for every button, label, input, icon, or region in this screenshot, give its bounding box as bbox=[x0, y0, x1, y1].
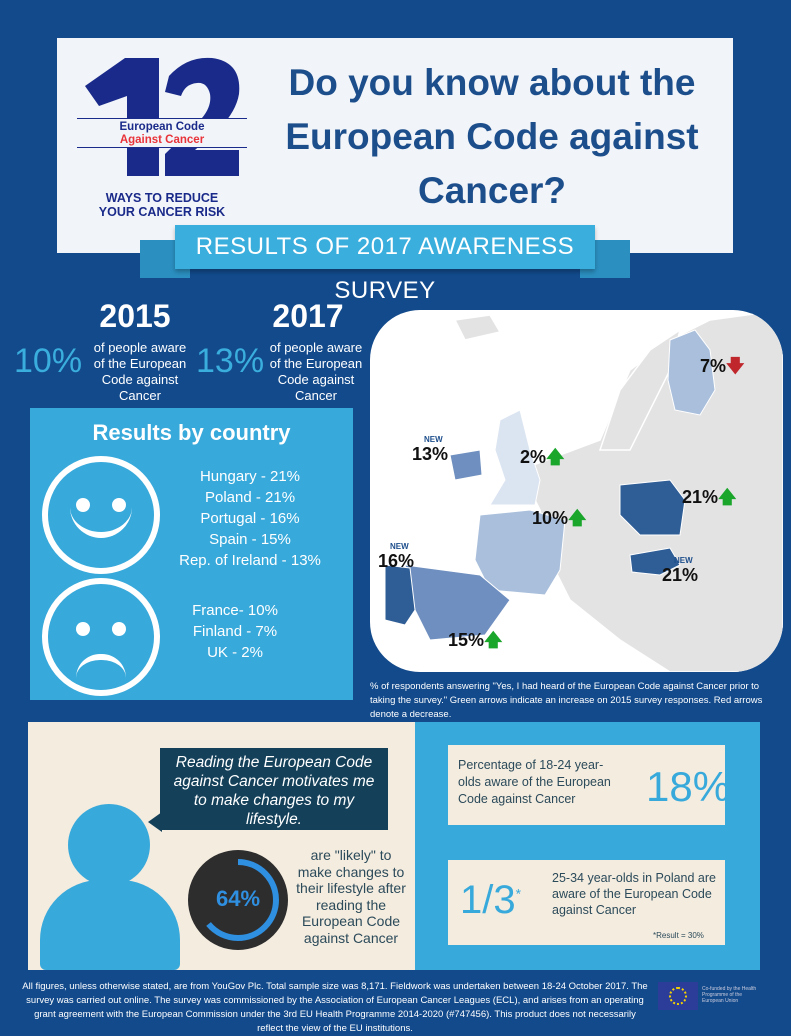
age-stats-panel: Percentage of 18-24 year-olds aware of t… bbox=[415, 722, 760, 970]
map-label-uk: 2%🡅 bbox=[520, 447, 565, 467]
bubble-tail bbox=[148, 812, 162, 832]
arrow-up-icon: 🡅 bbox=[718, 487, 737, 507]
europe-map: 7%🡇 2%🡅 NEW 13% 10%🡅 21%🡅 NEW 21% NEW 16% 1… bbox=[370, 310, 783, 672]
youth-card: Percentage of 18-24 year-olds aware of t… bbox=[448, 745, 730, 825]
country-result: Finland - 7% bbox=[192, 623, 278, 640]
negative-country-list: France- 10% Finland - 7% UK - 2% bbox=[140, 600, 330, 663]
country-result: Portugal - 16% bbox=[200, 510, 300, 527]
awareness-2015-text: of people aware of the European Code aga… bbox=[93, 340, 187, 403]
logo-tagline-2: YOUR CANCER RISK bbox=[98, 205, 226, 219]
results-title: Results by country bbox=[92, 420, 291, 445]
arrow-up-icon: 🡅 bbox=[484, 630, 503, 650]
arrow-down-icon: 🡇 bbox=[726, 356, 745, 376]
country-result: France- 10% bbox=[192, 602, 278, 619]
positive-country-list: Hungary - 21% Poland - 21% Portugal - 16… bbox=[155, 466, 345, 571]
map-note: % of respondents answering "Yes, I had h… bbox=[370, 681, 763, 720]
eu-cofunded-label: Co-funded by the Health Programme of the… bbox=[702, 986, 757, 1004]
poland-shape bbox=[619, 479, 686, 536]
page-title: Do you know about the European Code agai… bbox=[285, 62, 699, 211]
happy-face-icon bbox=[42, 456, 160, 574]
logo-tagline-1: WAYS TO REDUCE bbox=[105, 191, 219, 205]
person-head-icon bbox=[68, 804, 150, 886]
finland-shape bbox=[667, 329, 716, 416]
uk-shape bbox=[489, 409, 541, 506]
map-shapes bbox=[384, 310, 783, 672]
logo-digit-two bbox=[165, 57, 240, 176]
map-label-ireland: NEW 13% bbox=[412, 435, 449, 464]
survey-banner: RESULTS OF 2017 AWARENESS SURVEY bbox=[175, 225, 595, 304]
poland-value: 1/3* bbox=[460, 878, 522, 922]
quote-bubble: Reading the European Code against Cancer… bbox=[160, 748, 388, 830]
ireland-shape bbox=[449, 449, 483, 481]
arrow-up-icon: 🡅 bbox=[568, 508, 587, 528]
lifestyle-panel: 64% are "likely" to make changes to thei… bbox=[28, 722, 416, 970]
country-result: Hungary - 21% bbox=[199, 468, 301, 485]
country-result: Rep. of Ireland - 13% bbox=[179, 552, 321, 569]
country-result: Spain - 15% bbox=[209, 531, 291, 548]
year-2015: 2015 bbox=[99, 298, 171, 334]
progress-ring: 64% bbox=[188, 850, 288, 950]
awareness-2015-value: 10% bbox=[14, 342, 83, 380]
awareness-2017-text: of people aware of the European Code aga… bbox=[269, 340, 363, 403]
progress-arc bbox=[197, 859, 279, 941]
logo-line2: Against Cancer bbox=[119, 134, 205, 146]
poland-card: 1/3* 25-34 year-olds in Poland are aware… bbox=[448, 860, 725, 945]
youth-value: 18% bbox=[646, 763, 731, 810]
awareness-2017-value: 13% bbox=[196, 342, 265, 380]
poland-text: 25-34 year-olds in Poland are aware of t… bbox=[552, 871, 716, 917]
map-label-france: 10%🡅 bbox=[532, 508, 587, 528]
youth-text: Percentage of 18-24 year-olds aware of t… bbox=[458, 758, 611, 806]
hungary-shape bbox=[629, 547, 681, 576]
logo-band: European Code Against Cancer bbox=[77, 118, 247, 148]
likely-value: 64% bbox=[215, 886, 261, 911]
map-label-portugal: NEW 16% bbox=[378, 542, 415, 571]
sad-face-icon bbox=[42, 578, 160, 696]
footer-text: All figures, unless otherwise stated, ar… bbox=[22, 981, 648, 1034]
logo-tagline: WAYS TO REDUCE YOUR CANCER RISK bbox=[77, 191, 247, 219]
ecac-logo: European Code Against Cancer WAYS TO RED… bbox=[77, 56, 247, 219]
portugal-shape bbox=[384, 564, 416, 626]
likely-text: are "likely" to make changes to their li… bbox=[296, 847, 406, 946]
year-2017: 2017 bbox=[272, 298, 344, 334]
logo-digit-one bbox=[85, 58, 159, 176]
results-by-country: Results by country Hungary - 21% Poland … bbox=[30, 408, 353, 700]
header: European Code Against Cancer WAYS TO RED… bbox=[57, 38, 733, 253]
map-label-hungary: NEW 21% bbox=[662, 556, 699, 585]
map-label-poland: 21%🡅 bbox=[682, 487, 737, 507]
person-body-icon bbox=[40, 880, 180, 970]
map-label-spain: 15%🡅 bbox=[448, 630, 503, 650]
country-result: Poland - 21% bbox=[204, 489, 296, 506]
country-result: UK - 2% bbox=[207, 644, 263, 661]
arrow-up-icon: 🡅 bbox=[546, 447, 565, 467]
eu-flag-icon bbox=[658, 982, 698, 1010]
france-shape bbox=[474, 509, 566, 596]
poland-footnote: *Result = 30% bbox=[653, 931, 704, 940]
logo-line1: European Code bbox=[119, 121, 205, 133]
iceland-shape bbox=[453, 314, 502, 341]
map-label-finland: 7%🡇 bbox=[700, 356, 745, 376]
